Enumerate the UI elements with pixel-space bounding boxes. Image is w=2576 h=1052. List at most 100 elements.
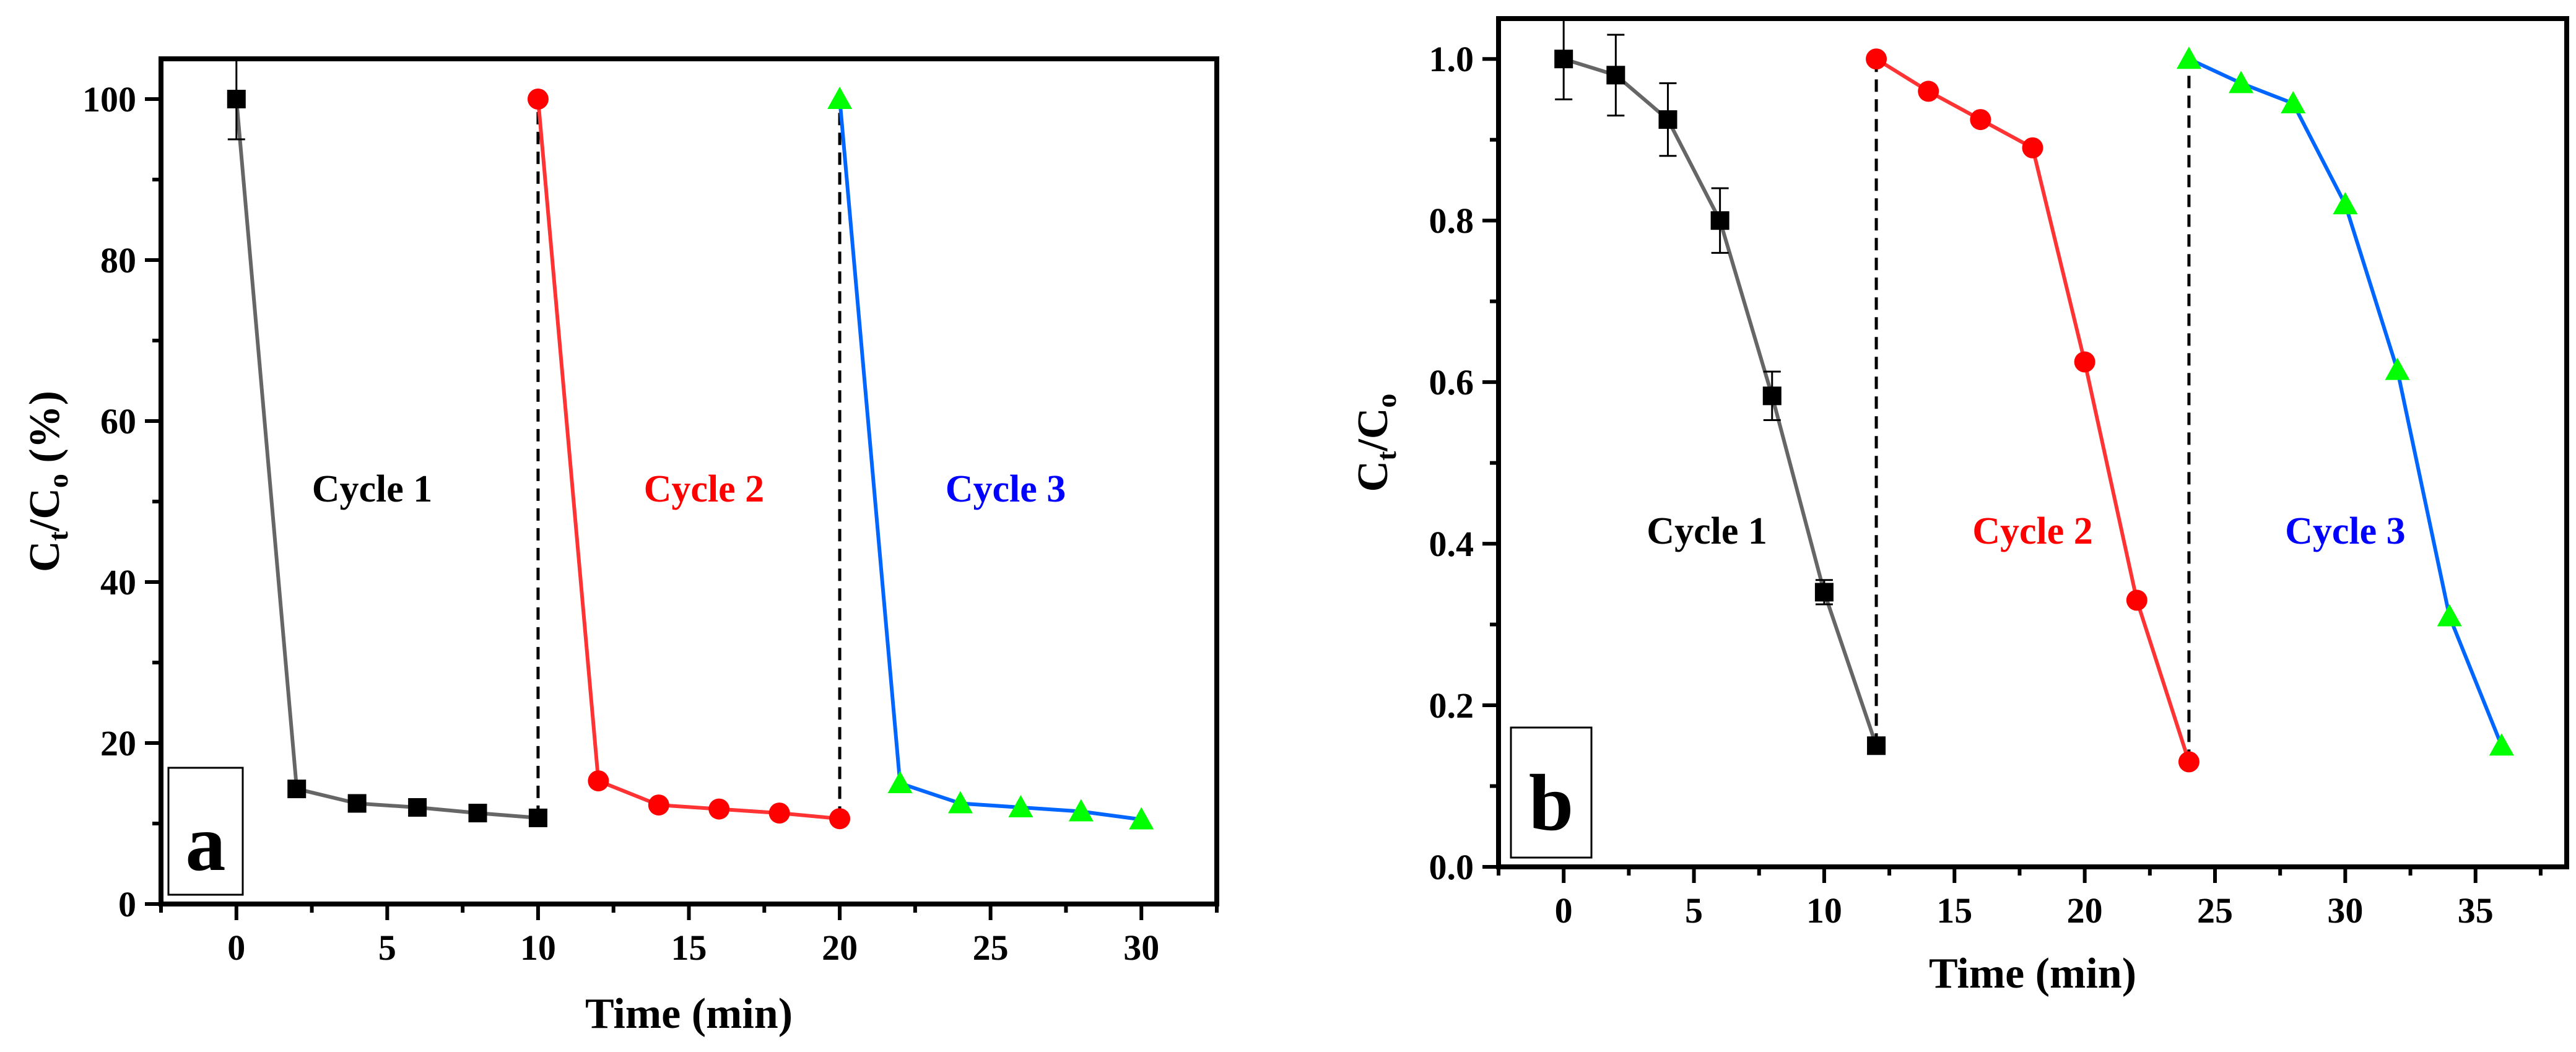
- data-point: [1606, 66, 1625, 85]
- y-tick-label: 0.0: [1429, 847, 1474, 887]
- data-point: [2489, 733, 2514, 756]
- data-point: [2229, 71, 2254, 93]
- x-axis-title: Time (min): [585, 990, 793, 1038]
- y-tick-label: 0.2: [1429, 685, 1474, 726]
- series-line: [1875, 57, 2191, 763]
- data-point: [528, 808, 547, 827]
- x-tick-label: 15: [671, 928, 707, 968]
- y-tick-label: 100: [82, 79, 136, 120]
- data-point: [408, 798, 427, 817]
- panel-letter: b: [1529, 759, 1573, 848]
- x-tick-label: 25: [2197, 890, 2233, 931]
- y-axis-title: Ct/Co (%): [21, 391, 74, 572]
- data-point: [1710, 211, 1730, 230]
- data-point: [1129, 807, 1154, 830]
- y-axis-title-part: C: [21, 541, 69, 572]
- data-point: [1008, 795, 1033, 817]
- data-point: [1918, 80, 1939, 102]
- y-axis-title-part: t: [1370, 451, 1402, 461]
- data-point: [1554, 50, 1573, 69]
- data-point: [887, 771, 913, 793]
- x-tick-label: 20: [2067, 890, 2103, 931]
- series-3: [827, 87, 1154, 830]
- plot-frame: [1496, 16, 2569, 869]
- series-1: [227, 58, 547, 827]
- panel-letter-box: [1510, 726, 1593, 859]
- data-point: [947, 791, 973, 814]
- y-tick-label: 20: [100, 723, 136, 763]
- data-point: [2176, 46, 2201, 69]
- data-point: [2178, 751, 2200, 773]
- y-axis-title-part: o: [42, 474, 74, 488]
- x-tick-label: 10: [520, 928, 556, 968]
- y-tick-label: 80: [100, 240, 136, 280]
- y-axis-title-part: C: [1349, 461, 1397, 492]
- x-tick-label: 35: [2458, 890, 2494, 931]
- data-point: [1068, 799, 1094, 822]
- data-point: [2074, 351, 2095, 373]
- data-point: [1762, 386, 1782, 406]
- y-tick-label: 60: [100, 401, 136, 441]
- panel-letter: a: [186, 799, 226, 888]
- cycle-label-3: Cycle 3: [946, 468, 1066, 510]
- x-tick-label: 0: [227, 928, 245, 968]
- data-point: [1658, 110, 1677, 129]
- chart-panel-b: 0 5 10 15 20 25 30 35 0.0 0.2 0.4 0.6 0.8 1.0 Time (mi…: [1349, 16, 2569, 998]
- x-tick-label: 25: [973, 928, 1009, 968]
- x-tick-label: 30: [2327, 890, 2363, 931]
- data-point: [468, 804, 487, 823]
- y-axis-title-part: /C: [1349, 408, 1397, 452]
- chart-panel-a: 0 5 10 15 20 25 30 0 20 40 60 80 100 Time (min) Ct/Co …: [21, 56, 1219, 1038]
- data-point: [2385, 357, 2410, 380]
- series-3: [2176, 46, 2514, 756]
- cycle-label-2: Cycle 2: [1972, 510, 2093, 552]
- x-tick-label: 5: [378, 928, 396, 968]
- y-axis-title-part: (%): [21, 391, 69, 474]
- series-line: [536, 98, 840, 821]
- x-tick-label: 0: [1555, 890, 1573, 931]
- y-tick-label: 40: [100, 562, 136, 602]
- data-point: [527, 89, 549, 110]
- cycle-label-3: Cycle 3: [2285, 510, 2406, 552]
- data-point: [708, 798, 730, 820]
- data-point: [287, 780, 307, 799]
- x-axis-title: Time (min): [1929, 950, 2136, 998]
- data-point: [227, 90, 246, 108]
- y-tick-label: 0.6: [1429, 362, 1474, 402]
- data-point: [1866, 48, 1887, 70]
- cycle-label-1: Cycle 1: [1647, 510, 1767, 552]
- data-point: [2437, 604, 2462, 627]
- cycle-label-2: Cycle 2: [644, 468, 765, 510]
- data-point: [2281, 91, 2306, 113]
- data-point: [2333, 192, 2358, 215]
- x-tick-label: 15: [1936, 890, 1972, 931]
- series-line: [234, 98, 539, 820]
- y-axis-title: Ct/Co: [1349, 394, 1402, 492]
- data-point: [648, 794, 669, 816]
- series-line: [1563, 57, 1878, 747]
- data-point: [829, 808, 851, 830]
- data-point: [347, 794, 367, 813]
- y-axis-title-part: o: [1370, 394, 1402, 408]
- y-axis-title-part: t: [42, 531, 74, 541]
- data-point: [827, 87, 853, 109]
- data-point: [1814, 583, 1834, 602]
- data-point: [1867, 736, 1886, 755]
- data-point: [2126, 589, 2147, 611]
- y-tick-label: 1.0: [1429, 39, 1474, 79]
- series-line: [2188, 57, 2504, 747]
- x-tick-label: 20: [822, 928, 858, 968]
- series-2: [527, 89, 851, 830]
- x-tick-label: 5: [1685, 890, 1703, 931]
- series-1: [1554, 17, 1886, 755]
- y-tick-label: 0.4: [1429, 524, 1474, 564]
- data-point: [588, 770, 609, 792]
- panel-letter-box: [167, 767, 244, 896]
- data-point: [1970, 109, 1991, 131]
- y-axis-title-part: /C: [21, 488, 69, 532]
- data-point: [2022, 137, 2043, 159]
- x-tick-label: 30: [1123, 928, 1159, 968]
- x-tick-label: 10: [1806, 890, 1842, 931]
- y-tick-label: 0.8: [1429, 201, 1474, 241]
